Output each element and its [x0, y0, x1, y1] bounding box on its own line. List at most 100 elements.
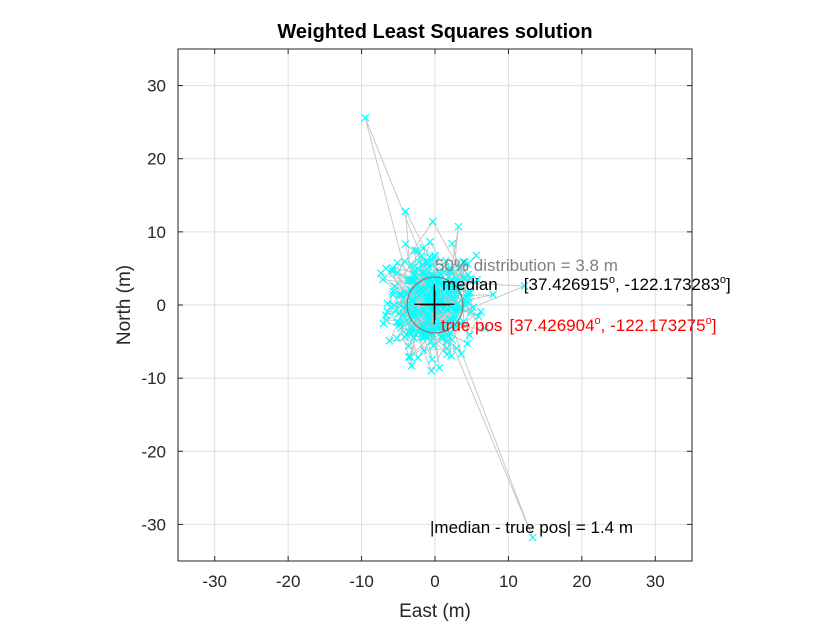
data-point-stroke — [428, 329, 438, 339]
data-point-stroke — [417, 322, 426, 332]
data-point-stroke — [427, 355, 437, 364]
data-point — [395, 291, 404, 300]
median-annotation: median [37.426915o, -122.173283o] — [442, 274, 731, 294]
median-label: median — [442, 275, 498, 294]
data-point — [427, 322, 436, 331]
median-degree-1: o — [609, 274, 615, 286]
data-point — [417, 322, 426, 332]
true-degree-2: o — [706, 315, 712, 327]
x-axis-label: East (m) — [399, 601, 471, 622]
data-point-stroke — [414, 280, 423, 289]
data-point — [488, 290, 498, 299]
data-point-stroke — [382, 316, 391, 325]
data-point — [376, 269, 385, 278]
data-point — [465, 330, 474, 339]
data-point-stroke — [405, 285, 414, 294]
data-point-stroke — [438, 332, 447, 341]
data-point — [466, 274, 475, 283]
data-point-stroke — [444, 318, 453, 327]
data-point-stroke — [452, 320, 461, 329]
data-point — [473, 275, 482, 284]
data-point — [387, 266, 396, 275]
data-point — [444, 279, 453, 288]
data-point — [419, 243, 428, 252]
data-point-stroke — [410, 246, 419, 255]
data-point — [397, 290, 406, 299]
data-point-stroke — [411, 267, 420, 276]
data-point — [408, 296, 417, 305]
data-point — [429, 341, 438, 350]
data-point — [407, 361, 416, 370]
data-point-stroke — [466, 288, 475, 297]
data-point — [410, 246, 419, 255]
data-point-stroke — [426, 293, 435, 302]
data-point-stroke — [434, 274, 443, 283]
data-point-stroke — [388, 263, 397, 272]
plot-area: -30 -20 -10 0 10 20 30 -30 -20 -10 0 10 20 30 — [141, 48, 693, 591]
data-point-stroke — [427, 366, 436, 375]
data-point — [441, 256, 450, 265]
data-point-stroke — [419, 269, 428, 278]
data-point — [476, 307, 485, 316]
data-point-stroke — [385, 336, 394, 345]
data-point-stroke — [410, 303, 419, 312]
data-point-stroke — [422, 331, 431, 341]
data-point — [528, 533, 537, 542]
data-point — [422, 291, 432, 300]
data-point-stroke — [404, 299, 413, 308]
data-point-stroke — [378, 275, 387, 284]
data-point-stroke — [442, 305, 451, 314]
data-point-stroke — [459, 257, 468, 267]
true-coords-mid: , -122.173275 — [601, 316, 706, 335]
data-point — [418, 334, 427, 343]
data-point-stroke — [459, 317, 468, 326]
data-point-stroke — [397, 290, 406, 299]
data-point — [444, 318, 453, 327]
data-point — [390, 282, 399, 291]
data-point-stroke — [407, 260, 416, 269]
data-point-stroke — [448, 335, 457, 344]
data-point — [404, 352, 413, 361]
data-point-stroke — [441, 256, 450, 265]
data-point — [435, 363, 444, 372]
data-point — [407, 260, 416, 269]
data-point — [459, 257, 468, 267]
data-point — [410, 303, 419, 312]
data-point-stroke — [418, 334, 427, 343]
data-point-stroke — [430, 271, 439, 280]
data-point-stroke — [446, 329, 455, 338]
data-point — [413, 246, 422, 255]
data-point-stroke — [463, 259, 472, 268]
data-point-stroke — [447, 266, 456, 275]
data-point — [422, 331, 431, 341]
data-point — [466, 288, 475, 297]
overlay-markers — [406, 276, 464, 334]
data-point — [448, 335, 457, 344]
data-point — [401, 207, 410, 216]
data-point — [409, 309, 418, 318]
data-point-stroke — [428, 284, 438, 293]
data-point — [394, 309, 403, 318]
data-point — [457, 349, 466, 358]
data-point — [449, 301, 458, 310]
y-tick-label: -10 — [141, 369, 166, 388]
x-tick-label: -20 — [276, 572, 301, 591]
data-point — [447, 286, 457, 295]
data-point-stroke — [417, 251, 426, 261]
data-point — [395, 319, 404, 328]
data-point-stroke — [427, 296, 436, 305]
y-tick-label: 10 — [147, 223, 166, 242]
data-point — [422, 320, 431, 329]
data-point — [464, 298, 473, 307]
difference-annotation: |median - true pos| = 1.4 m — [430, 518, 633, 537]
data-point — [414, 257, 423, 266]
data-point-stroke — [425, 253, 434, 262]
data-point-stroke — [422, 320, 431, 329]
data-point — [463, 270, 473, 279]
x-tick-label: 10 — [499, 572, 518, 591]
data-point — [383, 299, 392, 308]
data-point — [443, 337, 452, 346]
y-axis-label: North (m) — [114, 265, 135, 345]
data-point-stroke — [445, 292, 454, 301]
data-point — [418, 306, 427, 315]
